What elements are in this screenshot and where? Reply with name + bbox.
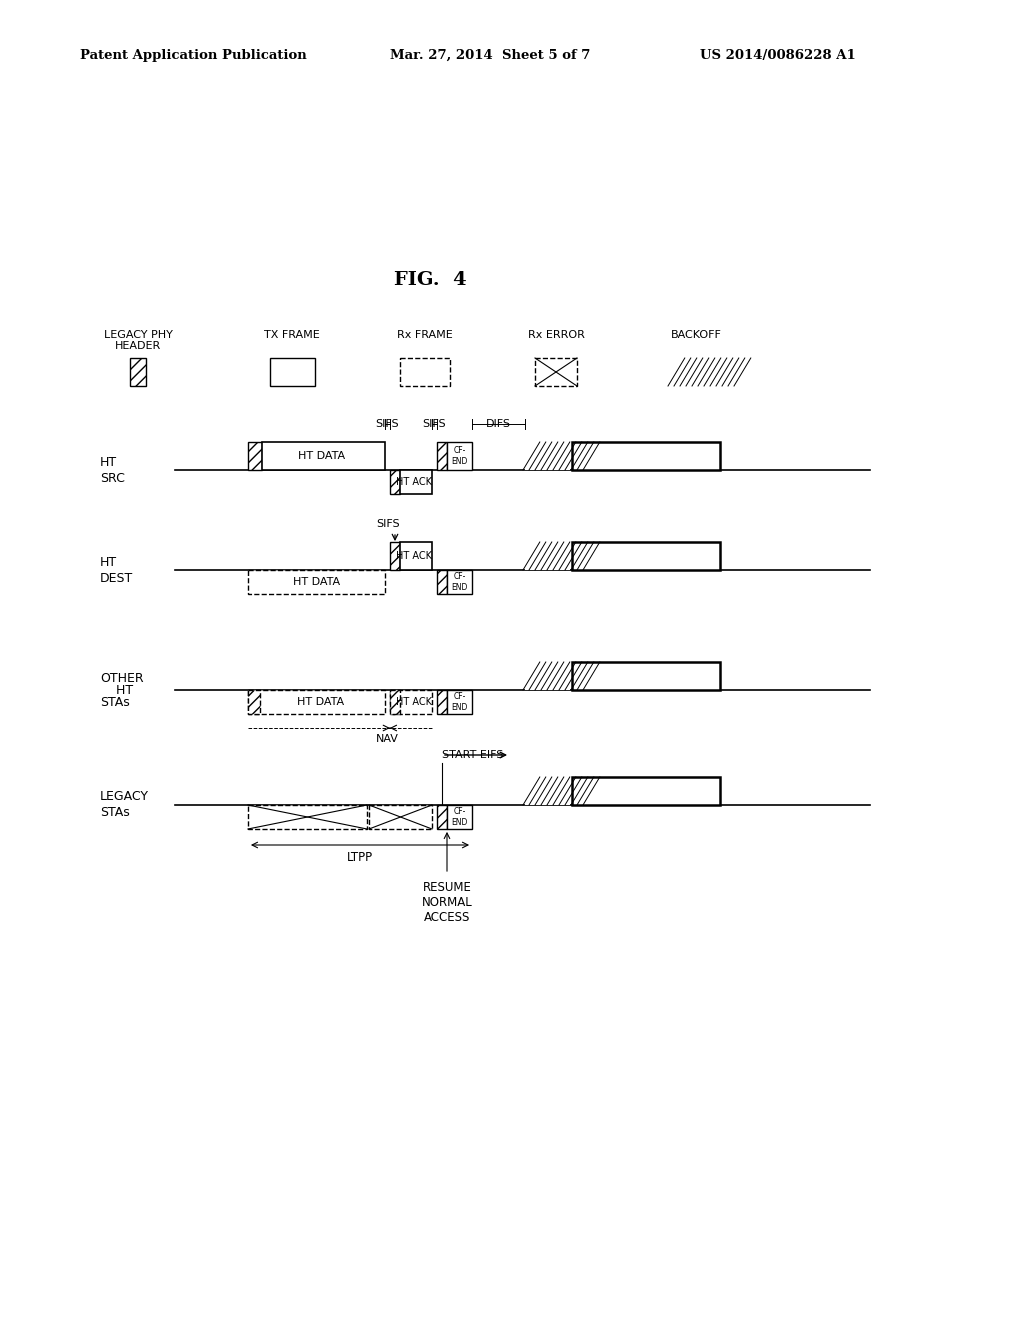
Bar [447,805,472,829]
Text: Rx FRAME: Rx FRAME [397,330,453,341]
Text: HT: HT [100,556,117,569]
Bar [572,442,720,470]
Bar [437,442,447,470]
Bar [670,358,722,385]
Text: TX FRAME: TX FRAME [264,330,319,341]
Text: CF-
END: CF- END [452,692,468,711]
Bar [400,358,450,385]
Bar [248,805,367,829]
Text: HT: HT [108,684,133,697]
Bar [535,358,577,385]
Bar [390,690,400,714]
Text: SIFS: SIFS [423,418,446,429]
Text: FIG.  4: FIG. 4 [393,271,466,289]
Bar [390,543,400,570]
Text: HEADER: HEADER [115,341,161,351]
Bar [572,543,720,570]
Text: SIFS: SIFS [376,418,399,429]
Text: LTPP: LTPP [347,851,373,865]
Text: STAs: STAs [100,696,130,709]
Bar [130,358,146,385]
Text: HT ACK: HT ACK [396,697,432,708]
Text: RESUME
NORMAL
ACCESS: RESUME NORMAL ACCESS [422,880,472,924]
Text: Patent Application Publication: Patent Application Publication [80,49,307,62]
Bar [437,570,447,594]
Bar [390,690,432,714]
Text: SRC: SRC [100,471,125,484]
Text: HT DATA: HT DATA [297,697,344,708]
Text: DEST: DEST [100,572,133,585]
Text: Rx ERROR: Rx ERROR [527,330,585,341]
Text: LEGACY: LEGACY [100,791,150,804]
Text: US 2014/0086228 A1: US 2014/0086228 A1 [700,49,856,62]
Bar [572,777,720,805]
Bar [525,442,570,470]
Bar [447,442,472,470]
Text: LEGACY PHY: LEGACY PHY [103,330,172,341]
Text: OTHER: OTHER [100,672,143,685]
Text: START EIFS: START EIFS [442,750,504,760]
Text: HT ACK: HT ACK [396,477,432,487]
Bar [248,690,260,714]
Text: STAs: STAs [100,807,130,820]
Text: HT DATA: HT DATA [293,577,340,587]
Text: HT DATA: HT DATA [298,451,345,461]
Text: HT: HT [100,455,117,469]
Bar [525,777,570,805]
Text: CF-
END: CF- END [452,573,468,591]
Bar [447,570,472,594]
Bar [447,690,472,714]
Bar [248,570,385,594]
Bar [437,805,447,829]
Bar [525,663,570,690]
Text: DIFS: DIFS [486,418,511,429]
Text: Mar. 27, 2014  Sheet 5 of 7: Mar. 27, 2014 Sheet 5 of 7 [390,49,591,62]
Bar [400,543,432,570]
Text: BACKOFF: BACKOFF [671,330,722,341]
Bar [262,442,385,470]
Text: CF-
END: CF- END [452,446,468,466]
Bar [390,470,400,494]
Text: SIFS: SIFS [376,519,399,529]
Bar [437,690,447,714]
Bar [369,805,432,829]
Bar [572,663,720,690]
Bar [248,690,385,714]
Text: NAV: NAV [376,734,399,744]
Text: HT ACK: HT ACK [396,550,432,561]
Bar [400,470,432,494]
Bar [270,358,315,385]
Bar [525,543,570,570]
Text: CF-
END: CF- END [452,808,468,826]
Bar [248,442,262,470]
